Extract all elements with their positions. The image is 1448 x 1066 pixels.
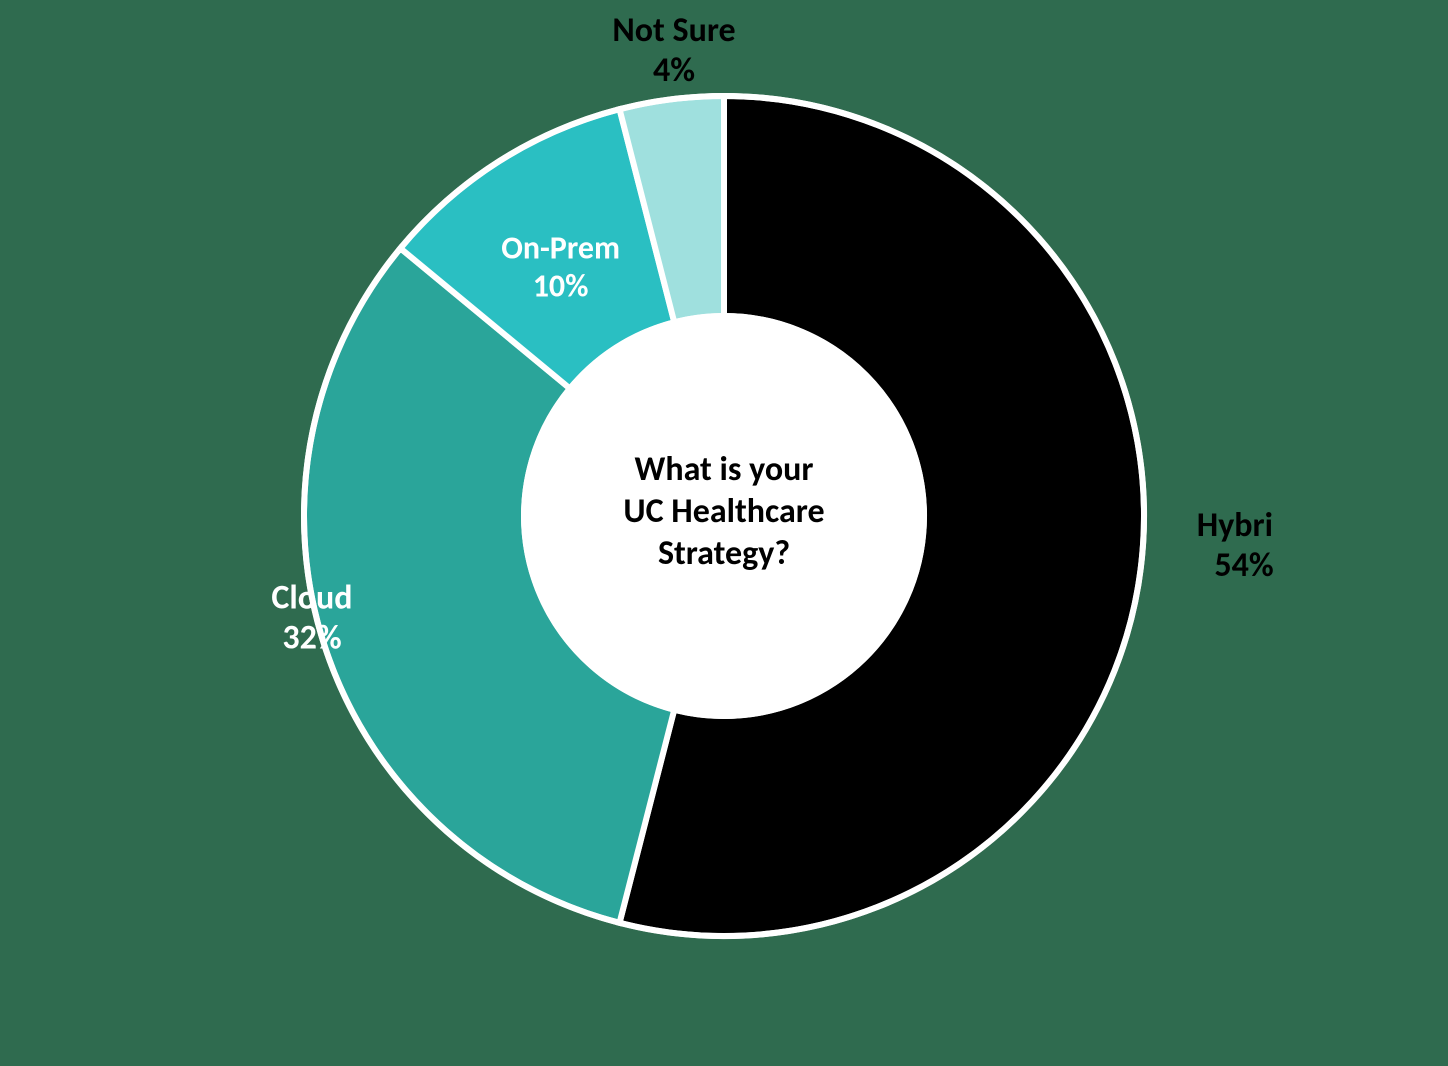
slice-label-hybrid: Hybrid54%	[1197, 505, 1274, 586]
donut-svg: What is yourUC HealthcareStrategy?Hybrid…	[174, 0, 1274, 1066]
slice-label-text: On-Prem	[501, 228, 620, 267]
slice-label-pct: 32%	[282, 617, 341, 658]
slice-label-pct: 54%	[1214, 545, 1273, 586]
slice-label-cloud: Cloud32%	[271, 577, 352, 658]
slice-label-pct: 4%	[653, 50, 695, 91]
slice-label-text: Hybrid	[1197, 505, 1274, 546]
slice-label-not-sure: Not Sure4%	[612, 10, 735, 91]
slice-label-text: Not Sure	[612, 10, 735, 51]
donut-chart: What is yourUC HealthcareStrategy?Hybrid…	[174, 0, 1274, 1066]
slice-label-pct: 10%	[533, 266, 589, 305]
slice-label-text: Cloud	[271, 577, 352, 618]
